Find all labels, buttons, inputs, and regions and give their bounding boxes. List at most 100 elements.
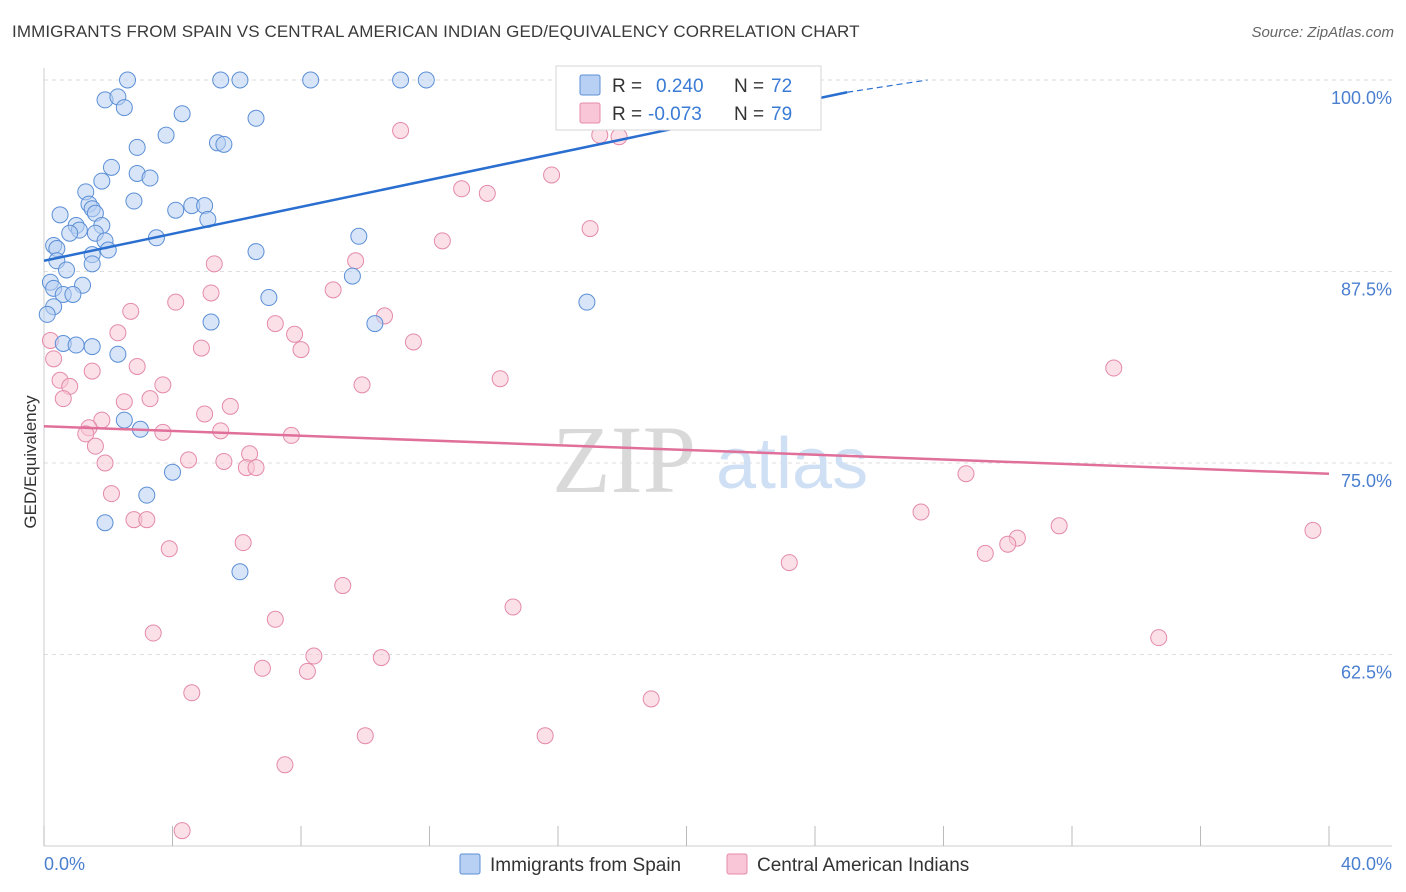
blue-point-64 (164, 463, 181, 481)
pink-point-31 (491, 370, 509, 388)
blue-point-40 (99, 241, 117, 259)
pink-point-24 (128, 357, 146, 375)
blue-point-53 (578, 293, 596, 311)
pink-point-58 (1304, 521, 1322, 539)
blue-point-9 (115, 99, 133, 117)
pink-point-20 (404, 333, 422, 351)
blue-point-67 (231, 563, 249, 581)
pink-point-43 (86, 437, 104, 455)
blue-point-52 (260, 289, 278, 307)
pink-point-22 (292, 341, 310, 359)
pink-point-5 (453, 180, 471, 198)
pink-point-34 (141, 390, 159, 408)
blue-point-4 (392, 71, 410, 89)
legend-n-value-blue: 72 (771, 76, 792, 97)
pink-point-17 (109, 324, 127, 342)
blue-point-55 (38, 305, 56, 323)
pink-point-54 (912, 503, 930, 521)
pink-point-7 (581, 220, 599, 238)
pink-point-6 (478, 184, 496, 202)
pink-point-25 (83, 362, 101, 380)
x-tick-labels: 0.0% 40.0% (44, 854, 1392, 874)
pink-point-12 (202, 284, 220, 302)
axes (43, 68, 1392, 847)
pink-point-72 (183, 684, 201, 702)
y-axis-title: GED/Equivalency (21, 395, 40, 529)
pink-point-23 (45, 350, 63, 368)
legend: R = 0.240 N = 72 R = -0.073 N = 79 (555, 65, 822, 131)
pink-point-69 (372, 649, 390, 667)
bottom-legend-label-blue: Immigrants from Spain (490, 855, 681, 876)
pink-point-18 (286, 325, 304, 343)
pink-point-51 (102, 485, 120, 503)
blue-point-23 (196, 197, 214, 215)
pink-point-8 (433, 232, 451, 250)
legend-n-label-blue: N = (734, 76, 764, 97)
blue-point-1 (212, 71, 230, 89)
blue-point-21 (125, 192, 143, 210)
pink-point-59 (976, 544, 994, 562)
series-central-american-indians (41, 71, 1322, 840)
pink-point-10 (347, 252, 365, 270)
pink-point-35 (221, 397, 239, 415)
legend-swatch-pink (579, 102, 601, 124)
pink-point-76 (276, 756, 294, 774)
blue-point-44 (83, 255, 101, 273)
y-tick-labels: 100.0% 87.5% 75.0% 62.5% (1331, 88, 1392, 683)
pink-point-75 (536, 727, 554, 745)
pink-point-55 (1050, 517, 1068, 535)
trend-line-pink (43, 424, 1330, 475)
pink-point-77 (173, 822, 191, 840)
blue-point-0 (119, 71, 137, 89)
blue-point-62 (115, 411, 133, 429)
legend-r-label-blue: R = (612, 76, 642, 97)
pink-point-1 (392, 122, 410, 140)
x-tick-label-min: 0.0% (44, 854, 85, 874)
pink-point-64 (504, 598, 522, 616)
source-label: Source: ZipAtlas.com (1251, 24, 1394, 41)
blue-point-10 (173, 105, 191, 123)
watermark: ZIP atlas (552, 406, 868, 513)
pink-point-44 (180, 451, 198, 469)
pink-point-62 (780, 554, 798, 572)
pink-point-65 (266, 610, 284, 628)
blue-point-45 (57, 261, 75, 279)
pink-point-29 (154, 376, 172, 394)
blue-point-61 (109, 345, 127, 363)
blue-point-26 (167, 201, 185, 219)
bottom-legend-swatch-pink (726, 853, 748, 875)
blue-point-11 (247, 109, 265, 127)
pink-point-21 (192, 339, 210, 357)
pink-point-14 (122, 302, 140, 320)
y-tick-label-2: 75.0% (1341, 471, 1392, 491)
pink-point-9 (205, 255, 223, 273)
blue-point-15 (128, 138, 146, 156)
bottom-legend-label-pink: Central American Indians (757, 855, 969, 876)
blue-point-41 (247, 243, 265, 261)
blue-point-36 (350, 227, 368, 245)
chart-title: IMMIGRANTS FROM SPAIN VS CENTRAL AMERICA… (12, 22, 860, 41)
blue-point-57 (366, 315, 384, 333)
pink-point-49 (247, 459, 265, 477)
pink-point-39 (77, 425, 95, 443)
legend-n-value-pink: 79 (771, 104, 792, 125)
blue-point-33 (61, 224, 79, 242)
blue-point-46 (343, 267, 361, 285)
pink-point-61 (160, 540, 178, 558)
pink-point-11 (324, 281, 342, 299)
pink-point-70 (253, 659, 271, 677)
blue-point-12 (157, 126, 175, 144)
x-tick-label-max: 40.0% (1341, 854, 1392, 874)
blue-point-3 (302, 71, 320, 89)
blue-point-5 (417, 71, 435, 89)
blue-point-2 (231, 71, 249, 89)
pink-point-67 (1150, 629, 1168, 647)
pink-point-50 (957, 465, 975, 483)
legend-swatch-blue (579, 74, 601, 96)
pink-point-57 (999, 535, 1017, 553)
pink-point-53 (138, 511, 156, 529)
legend-r-value-blue: 0.240 (656, 76, 704, 97)
bottom-legend: Immigrants from Spain Central American I… (459, 853, 969, 876)
blue-point-18 (141, 169, 159, 187)
pink-point-33 (115, 393, 133, 411)
